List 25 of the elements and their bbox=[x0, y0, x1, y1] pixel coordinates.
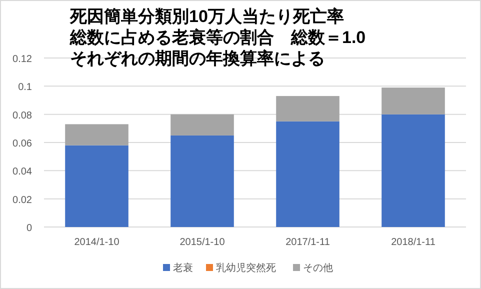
x-tick-label: 2015/1-10 bbox=[180, 237, 226, 248]
bar bbox=[382, 88, 445, 114]
legend-label: その他 bbox=[303, 262, 333, 274]
chart-subtitle: 総数に占める老衰等の割合 総数＝1.0 bbox=[69, 28, 366, 47]
annotation: それぞれの期間の年換算率による bbox=[70, 49, 325, 68]
legend-label: 老衰 bbox=[173, 262, 193, 274]
y-tick-label: 0.06 bbox=[12, 138, 32, 150]
bar bbox=[382, 114, 445, 227]
bar bbox=[65, 124, 128, 146]
bar bbox=[170, 114, 234, 136]
x-tick-label: 2014/1-10 bbox=[74, 237, 120, 248]
y-tick-label: 0.02 bbox=[12, 194, 32, 206]
chart-title: 死因簡単分類別10万人当たり死亡率 bbox=[69, 7, 344, 26]
x-tick-label: 2018/1-11 bbox=[391, 237, 436, 248]
x-tick-label: 2017/1-11 bbox=[286, 237, 330, 248]
y-tick-label: 0.04 bbox=[12, 166, 32, 178]
y-tick-label: 0 bbox=[26, 223, 32, 234]
y-tick-label: 0.1 bbox=[18, 82, 32, 94]
bar bbox=[170, 135, 234, 227]
bar bbox=[276, 121, 340, 227]
bar bbox=[276, 96, 340, 122]
bar bbox=[65, 145, 128, 227]
legend-label: 乳幼児突然死 bbox=[216, 262, 276, 274]
y-tick-label: 0.12 bbox=[12, 54, 32, 65]
y-tick-label: 0.08 bbox=[12, 110, 32, 122]
